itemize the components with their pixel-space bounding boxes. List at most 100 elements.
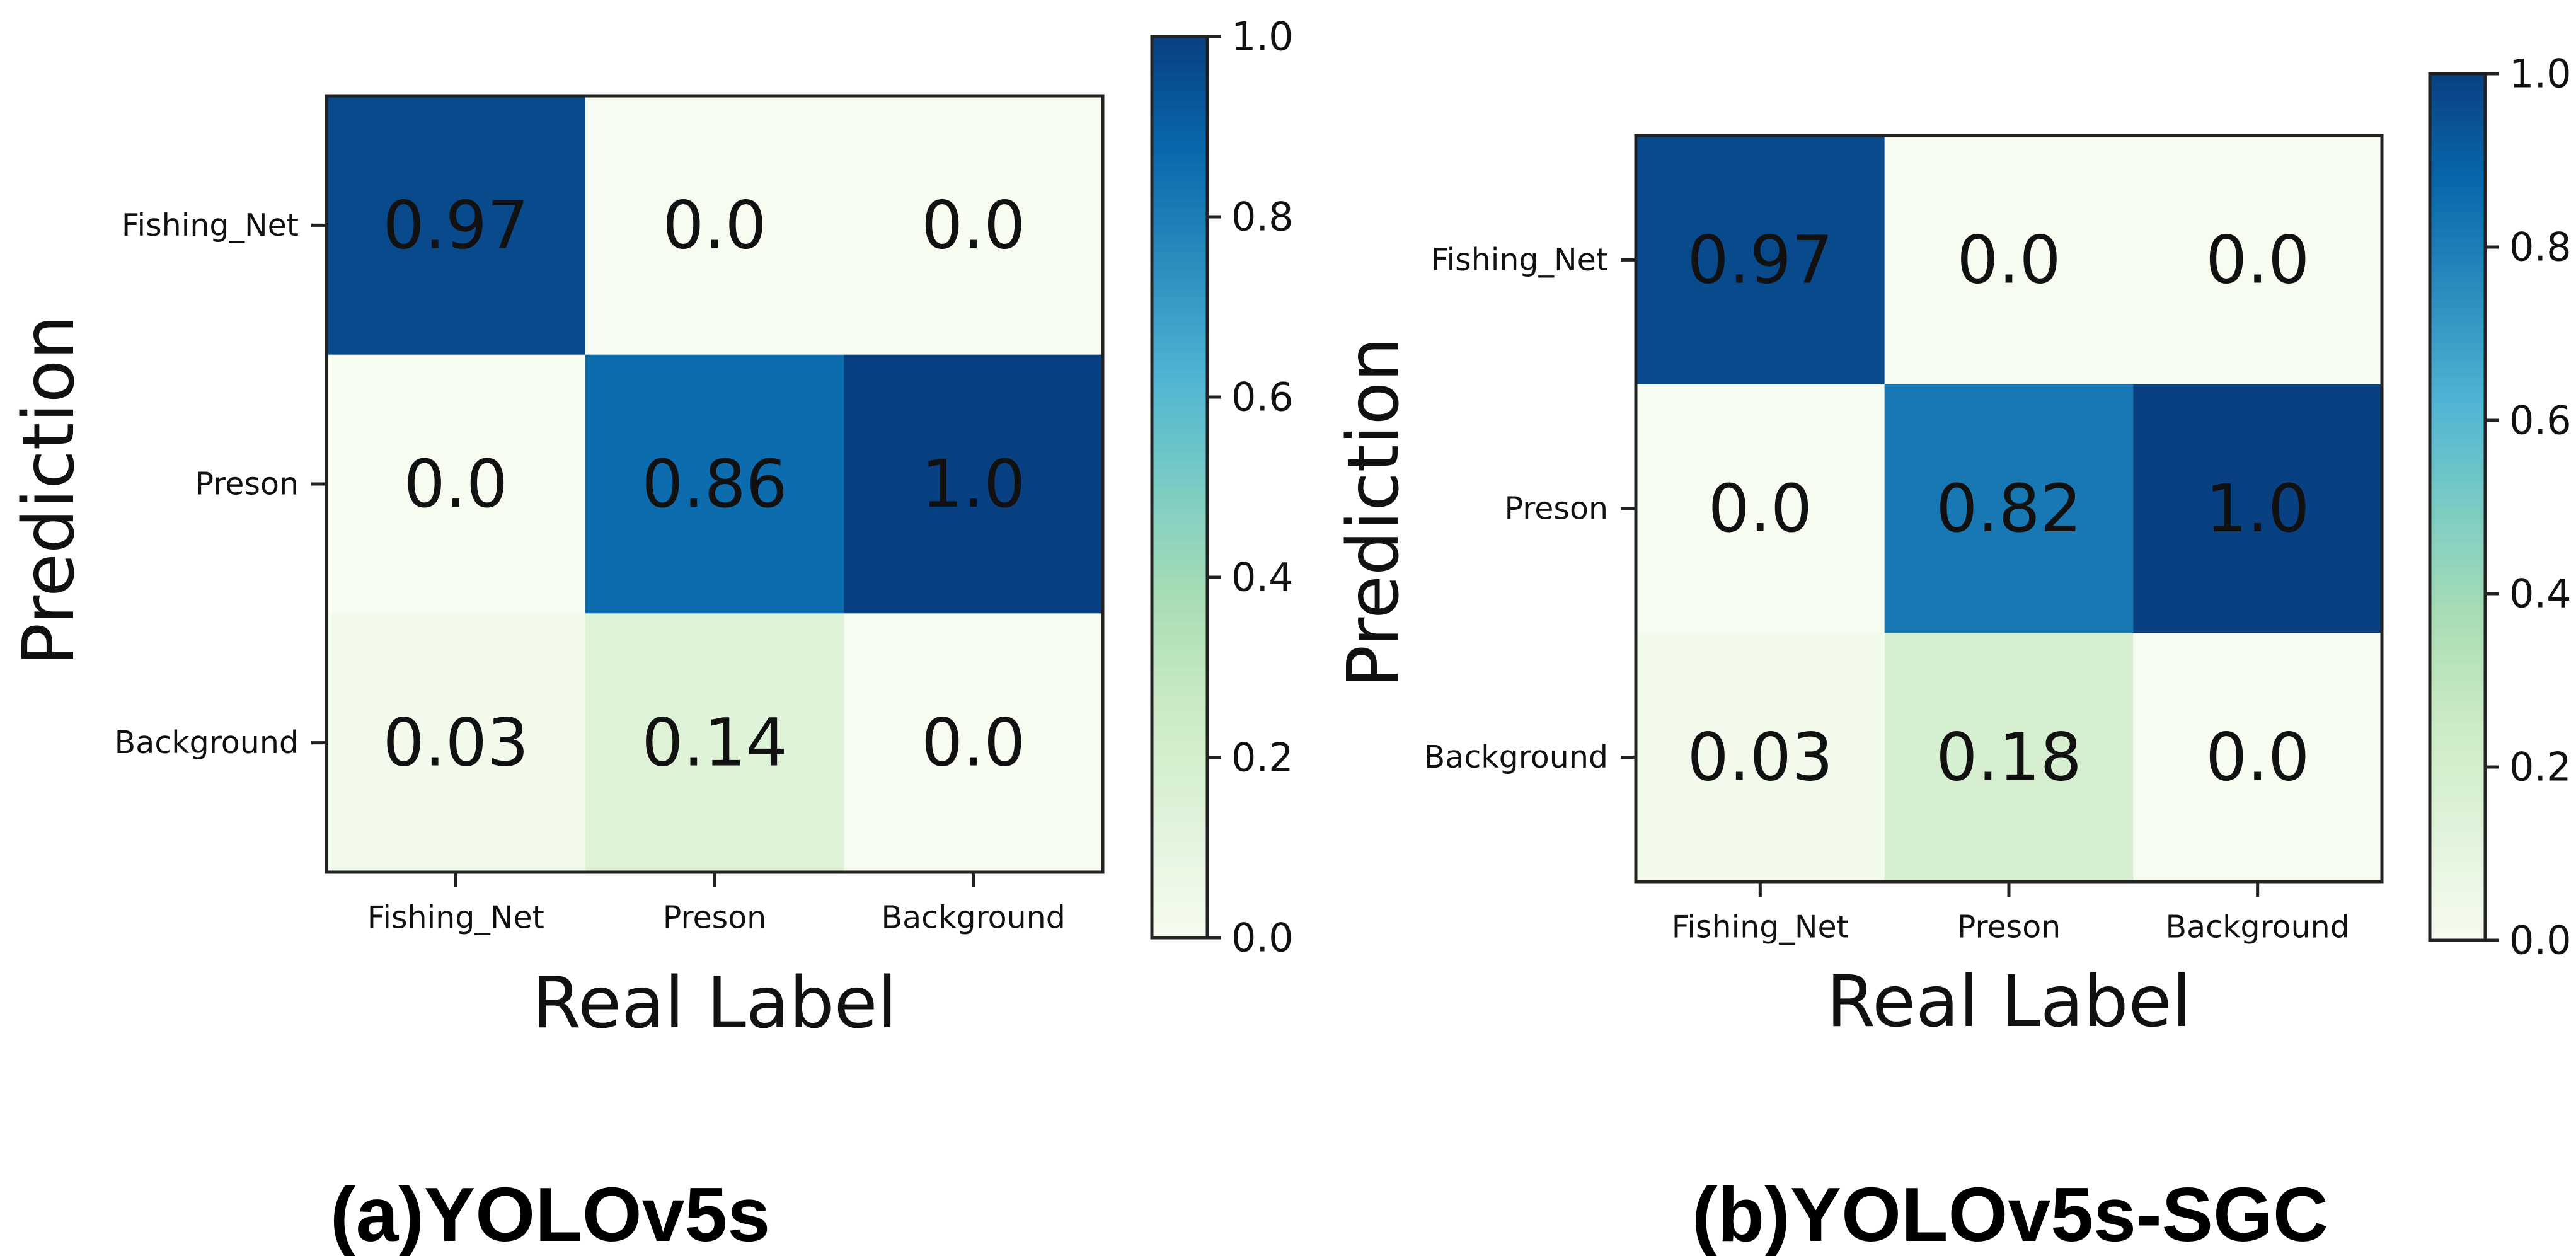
- panel-a-cell: [326, 354, 586, 614]
- panel-a-colorbar-segment: [1152, 307, 1207, 317]
- panel-b-colorbar-segment: [2430, 594, 2485, 603]
- panel-a-colorbar-segment: [1152, 289, 1207, 299]
- panel-a-colorbar-segment: [1152, 180, 1207, 191]
- panel-a-colorbar-segment: [1152, 63, 1207, 74]
- panel-a-cell: [326, 613, 586, 873]
- panel-a-colorbar-segment: [1152, 514, 1207, 524]
- panel-a-colorbar-segment: [1152, 784, 1207, 795]
- panel-b-cell-value: 0.82: [1936, 470, 2082, 547]
- panel-a-colorbar-segment: [1152, 676, 1207, 686]
- panel-b-colorbar-segment: [2430, 576, 2485, 586]
- panel-a-colorbar-segment: [1152, 649, 1207, 659]
- panel-b-colorbar-segment: [2430, 108, 2485, 118]
- panel-b-cell-value: 0.0: [1708, 470, 1812, 547]
- panel-b-colorbar-segment: [2430, 195, 2485, 205]
- panel-b-colorbar-segment: [2430, 819, 2485, 829]
- panel-a-colorbar-segment: [1152, 469, 1207, 479]
- panel-b-cell: [1636, 633, 1885, 882]
- panel-b-colorbar-segment: [2430, 706, 2485, 716]
- panel-b-caption: (b)YOLOv5s-SGC: [1692, 1172, 2328, 1256]
- panel-b-colorbar-segment: [2430, 386, 2485, 395]
- panel-a-colorbar-segment: [1152, 171, 1207, 181]
- panel-b-colorbar-segment: [2430, 82, 2485, 92]
- panel-b-cell: [1884, 135, 2134, 385]
- panel-b-colorbar-segment: [2430, 671, 2485, 681]
- panel-b-y-tick-label: Background: [1424, 739, 1608, 775]
- panel-a-cell: [844, 613, 1103, 873]
- panel-b-colorbar-segment: [2430, 550, 2485, 560]
- panel-a-colorbar-segment: [1152, 370, 1207, 380]
- panel-a-y-tick-label: Preson: [195, 466, 299, 502]
- panel-b-colorbar-segment: [2430, 749, 2485, 759]
- panel-b-colorbar-segment: [2430, 403, 2485, 413]
- panel-b-colorbar-segment: [2430, 186, 2485, 196]
- panel-b-colorbar-segment: [2430, 247, 2485, 256]
- panel-b-colorbar-segment: [2430, 802, 2485, 811]
- panel-a-colorbar-segment: [1152, 640, 1207, 650]
- panel-b-colorbar-segment: [2430, 368, 2485, 378]
- panel-a-colorbar-segment: [1152, 712, 1207, 722]
- panel-b-colorbar-segment: [2430, 429, 2485, 439]
- panel-b-cell: [1636, 135, 1885, 385]
- panel-b-colorbar-segment: [2430, 229, 2485, 239]
- panel-a-colorbar-segment: [1152, 397, 1207, 407]
- panel-a-colorbar-segment: [1152, 884, 1207, 894]
- panel-b-colorbar-segment: [2430, 923, 2485, 933]
- panel-a-colorbar-tick-label: 0.2: [1231, 735, 1294, 781]
- panel-a-colorbar-segment: [1152, 135, 1207, 146]
- panel-a-colorbar-segment: [1152, 388, 1207, 398]
- panel-a-cell: [585, 354, 844, 614]
- panel-b-cell: [1636, 384, 1885, 633]
- panel-a-colorbar-segment: [1152, 758, 1207, 768]
- panel-b-colorbar-segment: [2430, 602, 2485, 612]
- panel-b-x-tick-label: Background: [2166, 909, 2350, 945]
- panel-b-colorbar-segment: [2430, 463, 2485, 473]
- panel-b-colorbar-segment: [2430, 516, 2485, 525]
- panel-b-x-axis-title: Real Label: [1826, 961, 2191, 1043]
- panel-b-colorbar-segment: [2430, 680, 2485, 690]
- panel-a-colorbar-segment: [1152, 838, 1207, 848]
- panel-a-colorbar-segment: [1152, 316, 1207, 326]
- panel-a-colorbar-segment: [1152, 919, 1207, 930]
- panel-b-colorbar-segment: [2430, 758, 2485, 768]
- panel-a-x-tick-label: Preson: [663, 900, 766, 936]
- panel-a-colorbar-tick-label: 0.0: [1231, 915, 1294, 961]
- panel-b-colorbar-segment: [2430, 507, 2485, 517]
- panel-b-colorbar-segment: [2430, 793, 2485, 802]
- panel-b-colorbar-segment: [2430, 481, 2485, 490]
- panel-b-colorbar-segment: [2430, 420, 2485, 430]
- panel-b-colorbar-segment: [2430, 394, 2485, 404]
- panel-a-colorbar-segment: [1152, 207, 1207, 217]
- panel-a-colorbar-segment: [1152, 532, 1207, 542]
- panel-b-colorbar-segment: [2430, 498, 2485, 508]
- panel-a-cell: [844, 354, 1103, 614]
- panel-b-colorbar-segment: [2430, 810, 2485, 820]
- panel-a-colorbar-segment: [1152, 360, 1207, 371]
- panel-a-colorbar-segment: [1152, 748, 1207, 758]
- panel-a-colorbar-segment: [1152, 848, 1207, 858]
- panel-b-cell-value: 0.0: [1957, 221, 2061, 298]
- panel-a-colorbar-segment: [1152, 243, 1207, 254]
- panel-b-colorbar-tick-label: 1.0: [2509, 51, 2572, 97]
- panel-b-colorbar-segment: [2430, 914, 2485, 924]
- panel-a-colorbar-segment: [1152, 622, 1207, 632]
- panel-b-colorbar-segment: [2430, 931, 2485, 941]
- panel-b-colorbar-segment: [2430, 412, 2485, 421]
- panel-a-colorbar-segment: [1152, 487, 1207, 497]
- panel-a-colorbar-segment: [1152, 45, 1207, 55]
- panel-b-colorbar-segment: [2430, 117, 2485, 127]
- panel-b-colorbar-segment: [2430, 567, 2485, 577]
- panel-a-colorbar-segment: [1152, 343, 1207, 353]
- panel-b-colorbar-segment: [2430, 169, 2485, 178]
- panel-b-colorbar-segment: [2430, 524, 2485, 534]
- panel-a-colorbar-segment: [1152, 874, 1207, 885]
- panel-a-colorbar-segment: [1152, 90, 1207, 101]
- panel-b-colorbar-segment: [2430, 888, 2485, 898]
- panel-a-colorbar-segment: [1152, 163, 1207, 173]
- panel-a-x-axis-title: Real Label: [532, 962, 897, 1044]
- panel-a-colorbar-segment: [1152, 451, 1207, 461]
- panel-a-colorbar-segment: [1152, 72, 1207, 83]
- panel-a-colorbar-segment: [1152, 703, 1207, 713]
- panel-a-colorbar-segment: [1152, 667, 1207, 677]
- panel-a-colorbar-segment: [1152, 821, 1207, 831]
